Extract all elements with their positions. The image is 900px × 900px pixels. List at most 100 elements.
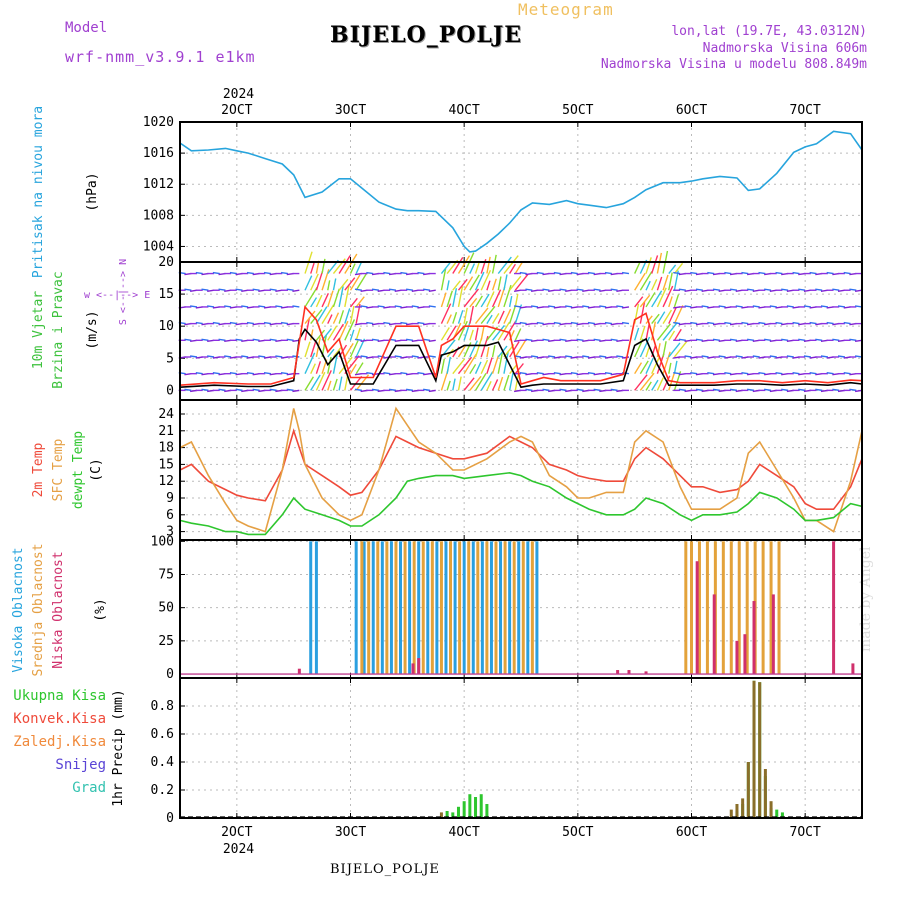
wind-arrow bbox=[690, 271, 698, 275]
wind-arrow bbox=[235, 338, 243, 341]
wind-arrow bbox=[235, 388, 243, 392]
wind-arrow bbox=[712, 288, 721, 291]
bar-srednja-oblacnost bbox=[690, 541, 693, 675]
wind-arrow bbox=[662, 321, 678, 341]
wind-arrow bbox=[286, 288, 294, 291]
wind-arrow bbox=[304, 341, 311, 358]
bar-visoka-oblacnost bbox=[444, 541, 448, 675]
bar-visoka-oblacnost bbox=[354, 541, 358, 675]
wind-arrow bbox=[849, 388, 857, 392]
wind-arrow bbox=[668, 264, 677, 274]
wind-arrow bbox=[195, 321, 203, 325]
wind-arrow bbox=[469, 263, 476, 274]
wind-arrow bbox=[201, 338, 209, 341]
wind-arrow bbox=[423, 288, 431, 291]
bar-srednja-oblacnost bbox=[430, 541, 434, 675]
wind-arrow bbox=[668, 306, 677, 324]
wind-arrow bbox=[673, 340, 688, 358]
wind-arrow bbox=[474, 260, 481, 274]
temp-ylabel: 2m Temp bbox=[31, 442, 46, 497]
wind-arrow bbox=[525, 388, 533, 392]
wind-arrow bbox=[315, 371, 326, 391]
wind-arrow bbox=[684, 305, 692, 308]
wind-arrow bbox=[355, 261, 363, 274]
wind-arrow bbox=[310, 374, 321, 391]
wind-arrow bbox=[582, 355, 590, 358]
y-tick-label: 1012 bbox=[143, 177, 174, 192]
wind-arrow bbox=[491, 289, 502, 308]
precip-legend-item: Zaledj.Kisa bbox=[13, 734, 106, 750]
wind-arrow bbox=[310, 363, 316, 374]
wind-arrow bbox=[405, 288, 414, 291]
wind-arrow bbox=[452, 358, 466, 375]
wind-arrow bbox=[854, 339, 863, 343]
wind-arrow bbox=[360, 355, 368, 358]
wind-arrow bbox=[678, 288, 686, 291]
wind-arrow bbox=[411, 305, 419, 308]
x-tick-label-bottom: 6OCT bbox=[676, 825, 707, 840]
wind-arrow bbox=[746, 338, 755, 341]
series-2m-temp bbox=[179, 428, 863, 511]
wind-arrow bbox=[315, 361, 322, 374]
wind-arrow bbox=[440, 358, 445, 374]
year-label-top: 2024 bbox=[223, 87, 254, 102]
wind-arrow bbox=[315, 270, 324, 291]
wind-arrow bbox=[235, 288, 243, 291]
wind-arrow bbox=[280, 371, 289, 375]
wind-arrow bbox=[457, 310, 464, 324]
wind-arrow bbox=[474, 327, 479, 341]
wind-arrow bbox=[514, 274, 529, 291]
bar-visoka-oblacnost bbox=[526, 541, 530, 675]
wind-arrow bbox=[656, 252, 663, 274]
wind-arrow bbox=[668, 342, 681, 358]
wind-arrow bbox=[457, 255, 471, 274]
y-tick-label: 10 bbox=[158, 319, 174, 334]
bar-srednja-oblacnost bbox=[729, 541, 733, 675]
bar-ukupna-kisa bbox=[479, 794, 483, 818]
wind-arrow bbox=[338, 356, 353, 375]
wind-arrow bbox=[252, 338, 260, 341]
wind-arrow bbox=[349, 263, 356, 274]
wind-arrow bbox=[673, 262, 684, 274]
wind-arrow bbox=[503, 308, 512, 324]
wind-arrow bbox=[718, 305, 726, 308]
temp-ylabel3: dewpt Temp bbox=[71, 431, 86, 509]
wind-arrow bbox=[639, 336, 651, 358]
wind-arrow bbox=[310, 339, 317, 358]
wind-arrow bbox=[735, 305, 743, 308]
wind-arrow bbox=[428, 389, 436, 393]
model-name: wrf-nmm_v3.9.1 e1km bbox=[65, 48, 256, 66]
wind-arrow bbox=[684, 355, 692, 358]
wind-arrow bbox=[355, 338, 366, 358]
wind-arrow bbox=[292, 355, 300, 358]
wind-arrow bbox=[707, 371, 715, 375]
precip-legend-item: Grad bbox=[72, 780, 106, 796]
wind-arrow bbox=[469, 329, 474, 341]
wind-ylabel: 10m Vjetar bbox=[31, 291, 46, 369]
wind-arrow bbox=[570, 271, 578, 275]
wind-arrow bbox=[781, 338, 789, 341]
wind-arrow bbox=[400, 371, 408, 375]
wind-arrow bbox=[645, 292, 656, 308]
wind-arrow bbox=[645, 381, 652, 391]
wind-arrow bbox=[286, 338, 294, 341]
wind-arrow bbox=[446, 325, 457, 341]
wind-arrow bbox=[673, 360, 678, 374]
wind-arrow bbox=[480, 359, 489, 374]
wind-arrow bbox=[781, 288, 789, 291]
wind-arrow bbox=[349, 297, 358, 308]
wind-arrow bbox=[837, 355, 846, 358]
bar-konvek-kisa bbox=[758, 682, 762, 818]
bar-visoka-oblacnost bbox=[314, 541, 318, 675]
wind-arrow bbox=[486, 347, 490, 358]
bar-visoka-oblacnost bbox=[371, 541, 375, 675]
wind-arrow bbox=[587, 321, 595, 325]
bar-niska-oblacnost bbox=[832, 541, 836, 675]
wind-arrow bbox=[286, 388, 294, 392]
bar-ukupna-kisa bbox=[451, 812, 455, 818]
wind-arrow bbox=[559, 288, 567, 291]
meteogram-label: Meteogram bbox=[518, 0, 614, 19]
wind-arrow bbox=[769, 305, 777, 308]
wind-arrow bbox=[332, 288, 340, 308]
wind-arrow bbox=[503, 284, 512, 308]
